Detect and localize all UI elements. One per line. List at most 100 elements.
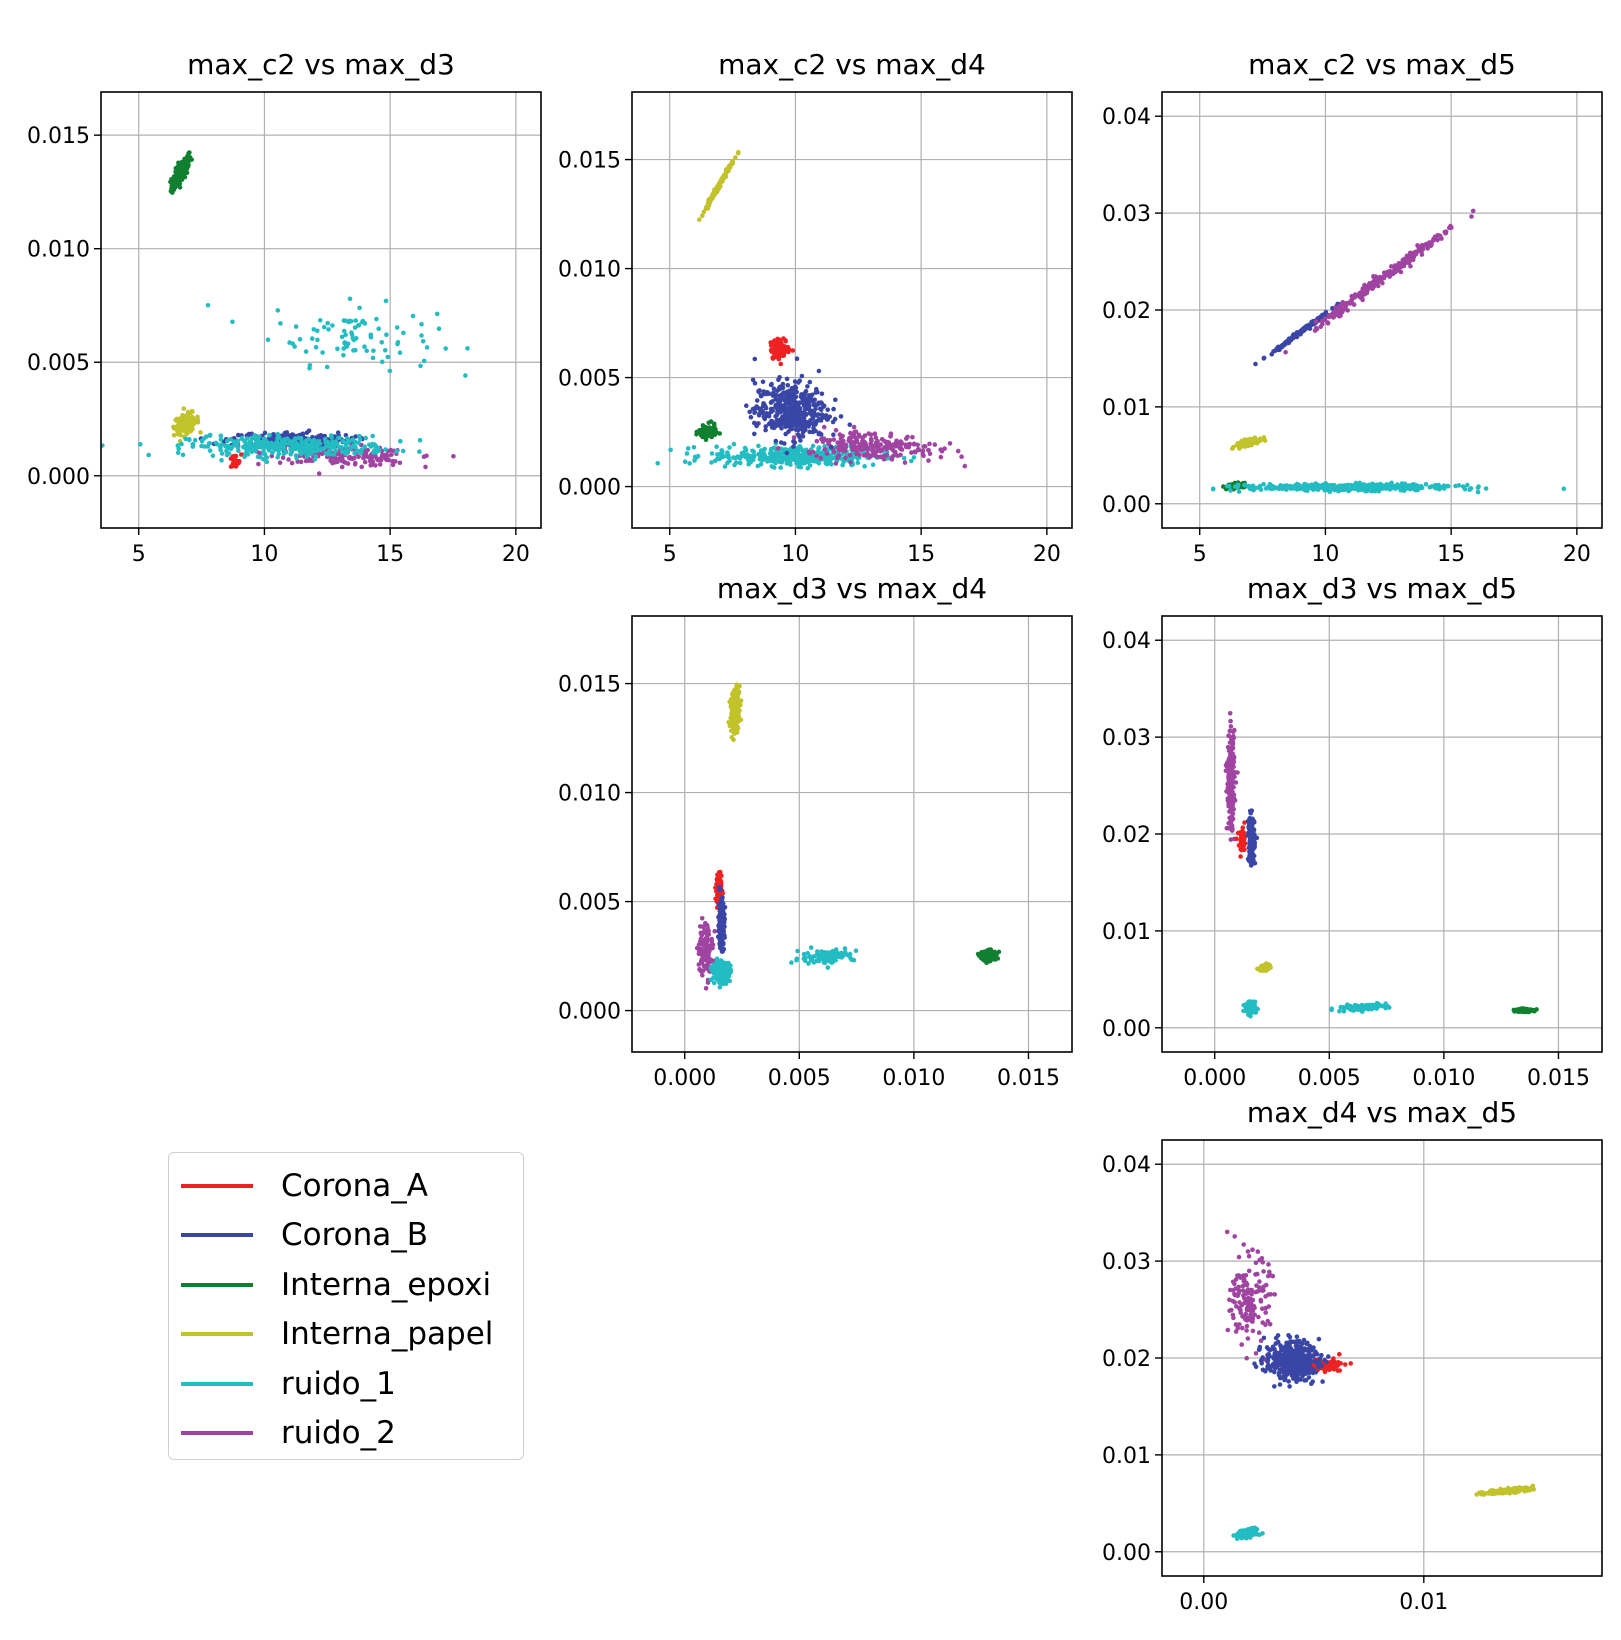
point-corona-b — [791, 444, 796, 449]
point-corona-b — [817, 406, 823, 412]
point-corona-b — [798, 438, 803, 443]
point-corona-b — [819, 391, 825, 397]
point-ruido-1 — [297, 336, 303, 342]
point-ruido-1 — [1336, 487, 1342, 492]
point-corona-a — [715, 894, 720, 900]
point-ruido-1 — [420, 339, 426, 344]
point-ruido-1 — [341, 328, 347, 334]
point-ruido-2 — [835, 445, 841, 451]
y-tick-label: 0.000 — [27, 465, 90, 490]
point-corona-b — [1297, 329, 1303, 334]
point-corona-b — [722, 935, 727, 940]
point-ruido-1 — [1358, 485, 1363, 491]
point-corona-b — [807, 379, 813, 385]
point-ruido-1 — [385, 354, 391, 360]
point-corona-b — [777, 386, 782, 392]
point-ruido-1 — [1224, 483, 1230, 489]
point-ruido-1 — [789, 960, 794, 965]
point-ruido-2 — [863, 443, 868, 448]
point-ruido-2 — [894, 438, 899, 444]
point-ruido-2 — [377, 462, 383, 467]
point-ruido-1 — [825, 965, 831, 970]
point-ruido-2 — [959, 454, 964, 460]
point-corona-b — [816, 368, 822, 374]
point-corona-b — [353, 434, 359, 439]
point-corona-b — [717, 905, 723, 911]
point-corona-b — [776, 377, 781, 383]
point-ruido-2 — [791, 435, 797, 440]
point-ruido-1 — [805, 466, 810, 471]
point-corona-a — [1242, 820, 1247, 825]
point-corona-b — [789, 426, 795, 432]
point-ruido-1 — [725, 450, 730, 455]
point-ruido-1 — [830, 959, 835, 965]
point-ruido-2 — [848, 460, 853, 465]
point-ruido-1 — [774, 459, 779, 464]
point-corona-b — [763, 424, 768, 429]
point-ruido-1 — [325, 439, 331, 445]
point-ruido-2 — [962, 463, 968, 469]
point-ruido-1 — [299, 446, 305, 451]
point-ruido-2 — [1230, 746, 1236, 751]
point-ruido-1 — [294, 455, 300, 461]
point-ruido-2 — [1346, 300, 1351, 306]
y-tick-label: 0.010 — [27, 238, 90, 263]
y-tick-label: 0.01 — [1102, 396, 1151, 421]
point-ruido-1 — [682, 459, 688, 465]
point-corona-b — [720, 914, 726, 919]
point-corona-b — [787, 407, 792, 413]
point-corona-b — [797, 400, 803, 406]
point-interna-papel — [195, 417, 200, 423]
point-ruido-2 — [1389, 264, 1394, 269]
point-corona-b — [335, 430, 341, 436]
point-interna-epoxi — [986, 953, 991, 959]
point-corona-a — [778, 361, 784, 367]
point-ruido-1 — [720, 981, 726, 987]
point-ruido-1 — [778, 465, 783, 470]
point-ruido-1 — [395, 340, 401, 345]
point-ruido-1 — [1302, 481, 1307, 487]
point-ruido-2 — [915, 442, 920, 448]
point-corona-b — [1271, 349, 1276, 354]
point-ruido-1 — [175, 450, 181, 456]
point-ruido-2 — [858, 442, 863, 447]
point-ruido-1 — [419, 321, 424, 327]
point-ruido-2 — [897, 446, 903, 451]
point-corona-b — [793, 420, 799, 425]
point-ruido-2 — [837, 432, 843, 437]
point-ruido-2 — [1228, 756, 1234, 762]
point-ruido-2 — [1469, 214, 1474, 219]
point-corona-b — [262, 430, 268, 436]
point-interna-papel — [1238, 440, 1244, 445]
point-corona-b — [783, 402, 789, 407]
point-corona-b — [795, 432, 801, 437]
point-ruido-1 — [190, 441, 196, 447]
point-interna-epoxi — [707, 426, 713, 432]
point-ruido-1 — [290, 341, 296, 346]
point-corona-b — [764, 411, 769, 416]
point-ruido-2 — [698, 969, 704, 974]
point-corona-a — [1238, 844, 1243, 849]
point-corona-b — [306, 428, 312, 434]
point-ruido-1 — [722, 464, 728, 469]
point-interna-papel — [733, 721, 738, 727]
point-ruido-2 — [955, 448, 961, 454]
point-ruido-1 — [337, 435, 342, 441]
point-ruido-1 — [290, 444, 295, 449]
point-ruido-1 — [359, 447, 365, 453]
point-corona-b — [770, 422, 775, 427]
point-corona-a — [230, 460, 236, 466]
point-ruido-2 — [932, 442, 938, 447]
point-ruido-1 — [758, 462, 764, 467]
y-tick-label: 0.000 — [558, 1000, 621, 1025]
point-corona-a — [773, 351, 779, 356]
point-ruido-1 — [1433, 482, 1438, 488]
point-ruido-2 — [697, 924, 703, 929]
point-ruido-1 — [219, 451, 225, 456]
point-ruido-2 — [1228, 768, 1233, 774]
point-ruido-1 — [1462, 486, 1468, 492]
point-ruido-2 — [851, 424, 857, 430]
point-ruido-2 — [373, 463, 378, 468]
point-ruido-2 — [1396, 261, 1402, 266]
y-tick-label: 0.00 — [1102, 493, 1151, 518]
